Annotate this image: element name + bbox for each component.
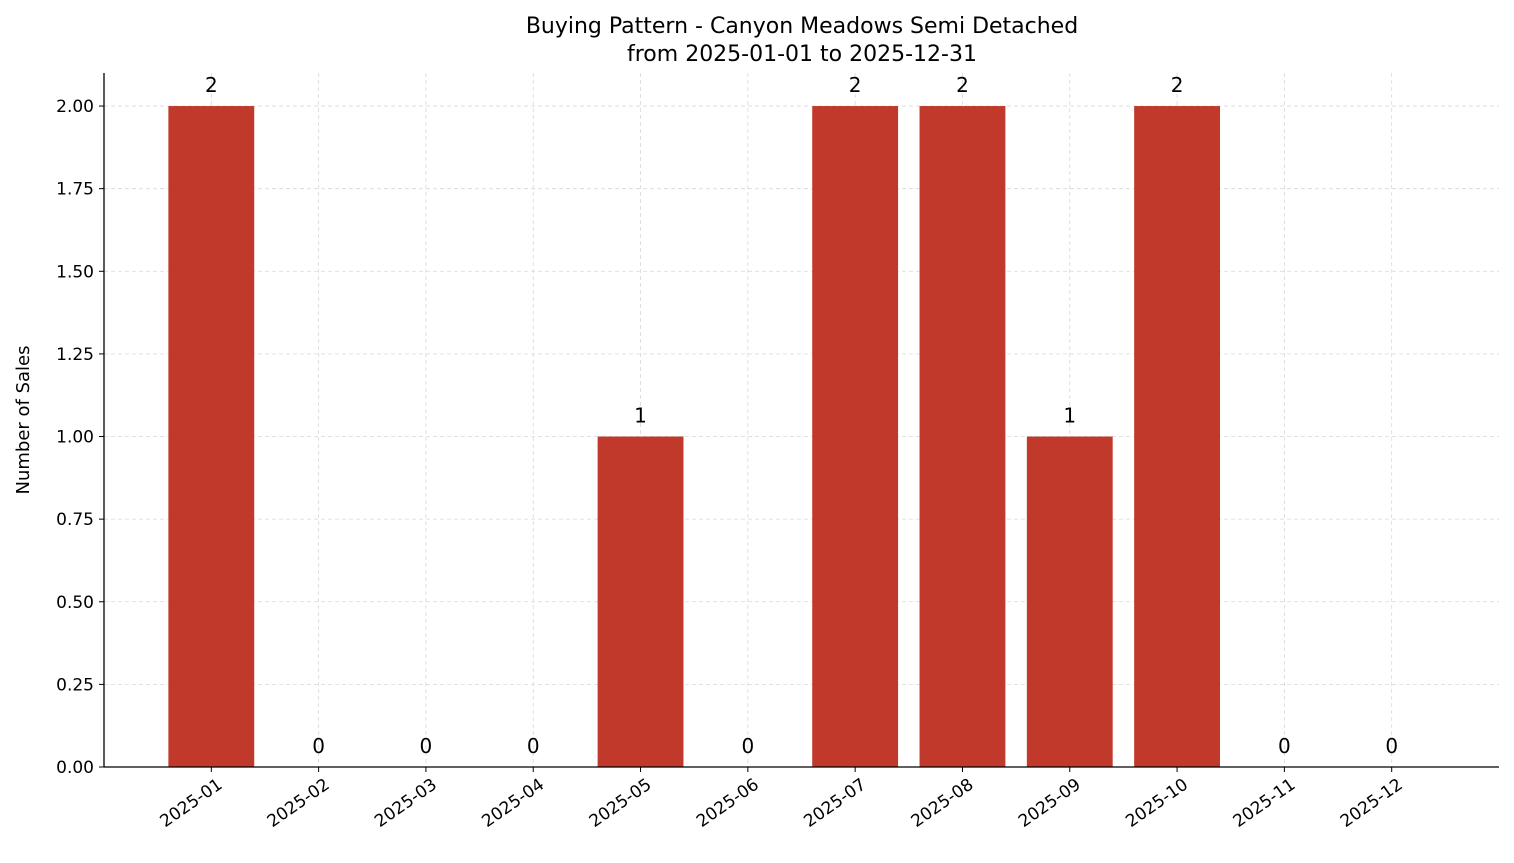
y-tick-label: 1.25 [56, 345, 94, 365]
x-tick-label: 2025-12 [1337, 775, 1407, 832]
chart-subtitle: from 2025-01-01 to 2025-12-31 [627, 42, 977, 67]
value-label: 2 [1171, 73, 1184, 97]
x-tick-label: 2025-01 [157, 775, 227, 832]
x-tick-label: 2025-04 [478, 775, 548, 832]
value-label: 0 [420, 734, 433, 758]
value-label: 2 [849, 73, 862, 97]
y-tick-label: 0.25 [56, 675, 94, 695]
value-label: 0 [527, 734, 540, 758]
y-tick-label: 1.00 [56, 428, 94, 448]
value-label: 0 [312, 734, 325, 758]
y-tick-label: 0.00 [56, 758, 94, 778]
value-label: 2 [205, 73, 218, 97]
x-tick-label: 2025-03 [371, 775, 441, 832]
x-tick-label: 2025-02 [264, 775, 334, 832]
bar [168, 106, 255, 768]
y-tick-label: 1.75 [56, 180, 94, 200]
y-tick-label: 0.50 [56, 593, 94, 613]
value-label: 0 [741, 734, 754, 758]
y-tick-label: 0.75 [56, 510, 94, 530]
value-label: 1 [1063, 404, 1076, 428]
bar [1134, 106, 1220, 768]
x-tick-label: 2025-07 [800, 775, 870, 832]
value-label: 2 [956, 73, 969, 97]
x-tick-label: 2025-10 [1122, 775, 1192, 832]
value-label: 1 [634, 404, 647, 428]
x-tick-label: 2025-09 [1015, 775, 1085, 832]
y-tick-label: 1.50 [56, 262, 94, 282]
value-label: 0 [1385, 734, 1398, 758]
bar [919, 106, 1006, 768]
x-tick-label: 2025-11 [1230, 775, 1300, 832]
bar [1026, 436, 1113, 767]
bar [597, 436, 684, 767]
y-axis-label: Number of Sales [13, 345, 34, 494]
x-tick-label: 2025-05 [586, 775, 656, 832]
y-tick-label: 2.00 [56, 97, 94, 117]
x-tick-label: 2025-06 [693, 775, 763, 832]
chart-title: Buying Pattern - Canyon Meadows Semi Det… [526, 14, 1078, 39]
x-tick-label: 2025-08 [908, 775, 978, 832]
bar [812, 106, 899, 768]
value-label: 0 [1278, 734, 1291, 758]
